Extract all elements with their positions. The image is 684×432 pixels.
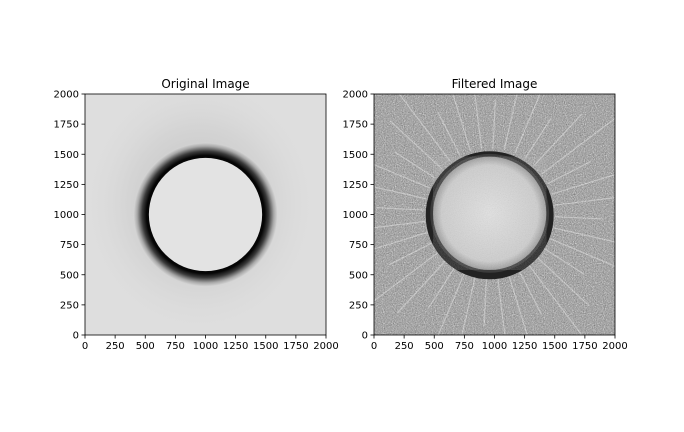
- corona-ray: [554, 215, 603, 220]
- x-tick-label: 2000: [602, 341, 627, 352]
- y-tick-label: 2000: [54, 90, 79, 101]
- corona-ray: [524, 117, 552, 159]
- corona-ray: [533, 113, 583, 166]
- corona-ray: [518, 270, 542, 315]
- x-tick-label: 1250: [223, 341, 248, 352]
- y-tick-label: 500: [60, 270, 79, 281]
- ticks-left: 0 250 500 750 1000 1250 1500 1750 2000 0 250 500 750…: [54, 90, 339, 353]
- corona-ray: [549, 238, 615, 267]
- corona-ray: [437, 273, 465, 335]
- x-tick-label: 1500: [253, 341, 278, 352]
- corona-ray: [437, 112, 461, 156]
- x-tick-label: 1750: [572, 341, 597, 352]
- y-tick-label: 0: [73, 331, 79, 342]
- y-tick-label: 1250: [54, 180, 79, 191]
- corona-ray: [374, 186, 427, 200]
- y-tick-label: 1500: [343, 150, 368, 161]
- original-image-raster: [85, 94, 326, 335]
- x-tick-label: 500: [136, 341, 155, 352]
- x-tick-label: 250: [395, 341, 414, 352]
- panel-original-image: 0 250 500 750 1000 1250 1500 1750 2000 0 250 500 750…: [54, 77, 339, 353]
- corona-ray: [551, 174, 615, 195]
- corona-ray: [528, 264, 583, 335]
- panel-filtered-image: 0 250 500 750 1000 1250 1500 1750 2000 0 250 500 750…: [343, 77, 628, 353]
- chart-title-left: Original Image: [161, 77, 249, 91]
- x-tick-label: 1500: [542, 341, 567, 352]
- corona-ray: [427, 267, 455, 309]
- y-tick-label: 0: [362, 331, 368, 342]
- y-tick-label: 1250: [343, 180, 368, 191]
- x-tick-label: 2000: [313, 341, 338, 352]
- y-tick-label: 1750: [54, 120, 79, 131]
- corona-ray: [547, 161, 591, 185]
- corona-ray: [388, 242, 432, 266]
- corona-ray: [474, 94, 483, 149]
- chart-title-right: Filtered Image: [452, 77, 538, 91]
- y-tick-label: 250: [349, 300, 368, 311]
- x-tick-label: 750: [166, 341, 185, 352]
- y-tick-label: 750: [60, 240, 79, 251]
- corona-ray: [374, 220, 426, 229]
- y-tick-label: 1000: [343, 210, 368, 221]
- x-tick-label: 0: [82, 341, 88, 352]
- corona-ray: [483, 278, 488, 327]
- corona-ray: [374, 252, 439, 302]
- y-tick-label: 2000: [343, 90, 368, 101]
- corona-ray: [508, 275, 528, 335]
- x-tick-label: 1000: [482, 341, 507, 352]
- y-tick-label: 750: [349, 240, 368, 251]
- corona-ray: [452, 94, 472, 152]
- corona-ray: [553, 227, 615, 243]
- corona-ray: [394, 151, 436, 179]
- corona-ray: [389, 120, 443, 170]
- corona-ray: [514, 94, 541, 154]
- corona-ray: [541, 117, 615, 175]
- y-tick-label: 1750: [343, 120, 368, 131]
- x-tick-label: 250: [106, 341, 125, 352]
- x-tick-label: 1000: [193, 341, 218, 352]
- x-tick-label: 1750: [283, 341, 308, 352]
- corona-ray: [503, 94, 518, 150]
- corona-ray: [398, 94, 451, 162]
- corona-ray: [544, 248, 586, 276]
- y-tick-label: 500: [349, 270, 368, 281]
- x-tick-label: 750: [455, 341, 474, 352]
- corona-ray: [461, 276, 476, 335]
- y-tick-label: 1500: [54, 150, 79, 161]
- corona-ray: [376, 207, 425, 211]
- x-tick-label: 500: [425, 341, 444, 352]
- corona-ray: [374, 231, 428, 250]
- y-tick-label: 250: [60, 300, 79, 311]
- corona-ray: [497, 277, 506, 335]
- corona-ray: [537, 257, 590, 307]
- filtered-image-raster: [374, 94, 615, 335]
- y-tick-label: 1000: [54, 210, 79, 221]
- corona-ray: [492, 100, 496, 149]
- corona-ray: [374, 163, 430, 189]
- corona-ray: [554, 197, 615, 206]
- ticks-right: 0 250 500 750 1000 1250 1500 1750 2000 0 250 500 750…: [343, 90, 628, 353]
- corona-ray: [396, 260, 446, 314]
- x-tick-label: 0: [371, 341, 377, 352]
- x-tick-label: 1250: [512, 341, 537, 352]
